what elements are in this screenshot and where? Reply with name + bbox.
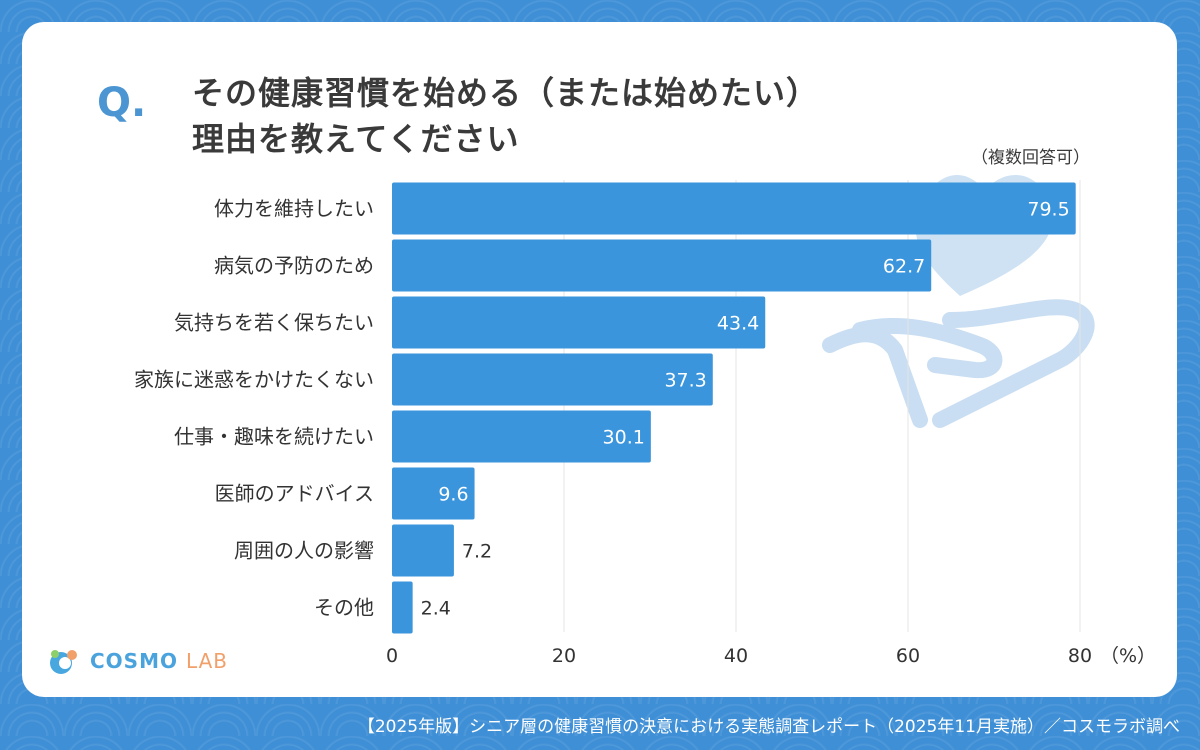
logo-sub: LAB bbox=[185, 649, 228, 673]
category-label: 気持ちを若く保ちたい bbox=[174, 311, 374, 335]
title-line-1: その健康習慣を始める（または始めたい） bbox=[192, 74, 820, 112]
bar bbox=[392, 467, 475, 520]
value-label: 37.3 bbox=[664, 370, 706, 392]
category-label: 体力を維持したい bbox=[214, 197, 374, 221]
x-tick-label: 80 bbox=[1068, 645, 1092, 667]
value-label: 2.4 bbox=[421, 598, 451, 620]
bar bbox=[392, 239, 932, 292]
category-label: 医師のアドバイス bbox=[215, 482, 374, 506]
value-label: 62.7 bbox=[883, 256, 925, 278]
bar bbox=[392, 524, 454, 577]
question-mark: Q. bbox=[97, 80, 147, 126]
bar bbox=[392, 182, 1076, 235]
value-label: 9.6 bbox=[438, 484, 468, 506]
x-tick-label: 40 bbox=[724, 645, 748, 667]
logo-icon bbox=[50, 650, 77, 674]
category-label: 周囲の人の影響 bbox=[234, 539, 374, 563]
value-label: 43.4 bbox=[717, 313, 759, 335]
x-tick-label: 60 bbox=[896, 645, 920, 667]
x-tick-label: 20 bbox=[552, 645, 576, 667]
multiple-answer-note: （複数回答可） bbox=[971, 148, 1090, 168]
bar bbox=[392, 296, 766, 349]
title-line-2: 理由を教えてください bbox=[192, 120, 520, 158]
category-label: その他 bbox=[314, 596, 374, 620]
category-label: 仕事・趣味を続けたい bbox=[174, 425, 374, 449]
value-label: 7.2 bbox=[462, 541, 492, 563]
logo-main: COSMO bbox=[90, 649, 178, 673]
source-footer: 【2025年版】シニア層の健康習慣の決意における実態調査レポート（2025年11… bbox=[357, 717, 1180, 737]
category-label: 家族に迷惑をかけたくない bbox=[134, 368, 374, 392]
bar bbox=[392, 410, 651, 463]
chart-title: その健康習慣を始める（または始めたい） 理由を教えてください bbox=[192, 70, 819, 162]
bar bbox=[392, 581, 413, 634]
x-tick-label: 0 bbox=[386, 645, 398, 667]
category-label: 病気の予防のため bbox=[214, 254, 374, 278]
x-axis-unit: （%） bbox=[1100, 645, 1156, 667]
cosmo-lab-logo: COSMO LAB bbox=[48, 646, 228, 676]
logo-text: COSMO LAB bbox=[90, 649, 228, 673]
bar bbox=[392, 353, 713, 406]
value-label: 30.1 bbox=[603, 427, 645, 449]
value-label: 79.5 bbox=[1027, 199, 1069, 221]
